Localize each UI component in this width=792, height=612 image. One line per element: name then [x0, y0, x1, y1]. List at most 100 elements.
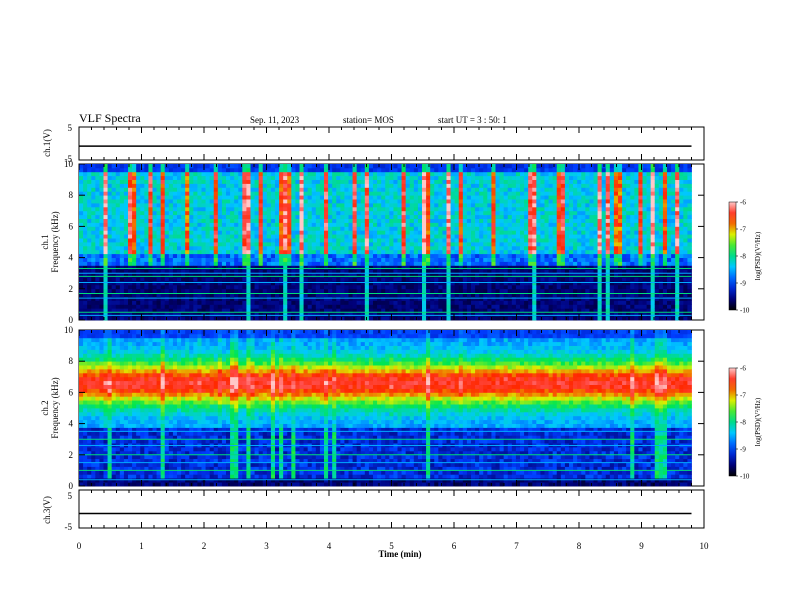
spectrogram-cell: [381, 249, 386, 255]
spectrogram-cell: [462, 226, 468, 231]
spectrogram-cell: [405, 300, 411, 305]
spectrogram-cell: [471, 261, 476, 266]
spectrogram-cell: [503, 218, 509, 223]
spectrogram-cell: [303, 210, 309, 216]
spectrogram-cell: [373, 167, 378, 173]
spectrogram-cell: [548, 187, 554, 192]
spectrogram-cell: [213, 265, 219, 270]
spectrogram-cell: [446, 226, 451, 231]
spectrogram-cell: [140, 175, 145, 180]
spectrogram-cell: [507, 226, 513, 231]
spectrogram-cell: [528, 187, 533, 192]
spectrogram-cell: [324, 175, 329, 180]
spectrogram-cell: [303, 265, 309, 270]
spectrogram-cell: [458, 175, 464, 180]
spectrogram-cell: [373, 253, 378, 258]
spectrogram-cell: [181, 175, 186, 180]
spectrogram-cell: [397, 214, 402, 219]
spectrogram-cell: [303, 203, 309, 208]
spectrogram-cell: [230, 281, 235, 286]
spectrogram-cell: [311, 316, 317, 321]
spectrogram-cell: [475, 316, 480, 321]
spectrogram-cell: [491, 249, 496, 255]
spectrogram-cell: [136, 296, 141, 301]
spectrogram-cell: [270, 230, 276, 235]
spectrogram-cell: [87, 234, 92, 239]
spectrogram-cell: [148, 288, 153, 294]
spectrogram-cell: [238, 187, 243, 192]
spectrogram-cell: [205, 312, 211, 317]
spectrogram-cell: [205, 249, 211, 255]
spectrogram-cell: [217, 242, 223, 247]
spectrogram-cell: [340, 187, 345, 192]
spectrogram-cell: [389, 210, 394, 216]
spectrogram-cell: [446, 245, 451, 251]
spectrogram-cell: [560, 308, 566, 313]
spectrogram-cell: [221, 292, 227, 297]
spectrogram-cell: [156, 199, 162, 204]
spectrogram-cell: [83, 238, 88, 243]
spectrogram-cell: [119, 191, 125, 196]
spectrogram-cell: [172, 218, 178, 223]
spectrogram-cell: [144, 210, 149, 216]
spectrogram-cell: [319, 292, 325, 297]
spectrogram-cell: [548, 238, 554, 243]
spectrogram-cell: [213, 242, 219, 247]
spectrogram-cell: [548, 300, 554, 305]
spectrogram-cell: [564, 222, 570, 227]
spectrogram-cell: [164, 238, 170, 243]
spectrogram-cell: [360, 277, 366, 282]
spectrogram-cell: [221, 257, 227, 262]
spectrogram-cell: [275, 226, 280, 231]
spectrogram-cell: [258, 226, 264, 231]
spectrogram-cell: [87, 253, 92, 258]
spectrogram-cell: [552, 187, 558, 192]
spectrogram-cell: [319, 206, 325, 212]
spectrogram-cell: [332, 226, 337, 231]
spectrogram-cell: [532, 277, 537, 282]
spectrogram-cell: [168, 191, 174, 196]
spectrogram-cell: [103, 175, 108, 180]
spectrogram-cell: [156, 316, 162, 321]
spectrogram-cell: [115, 167, 121, 173]
spectrogram-cell: [156, 226, 162, 231]
spectrogram-cell: [520, 187, 525, 192]
spectrogram-cell: [430, 183, 435, 188]
spectrogram-cell: [409, 218, 415, 223]
spectrogram-cell: [238, 238, 243, 243]
spectrogram-cell: [303, 191, 309, 196]
spectrogram-cell: [205, 284, 211, 290]
spectrogram-cell: [462, 191, 468, 196]
spectrogram-cell: [471, 312, 476, 317]
spectrogram-cell: [381, 167, 386, 173]
spectrogram-cell: [348, 218, 353, 223]
spectrogram-cell: [520, 167, 525, 173]
spectrogram-cell: [266, 249, 272, 255]
spectrogram-cell: [442, 316, 447, 321]
spectrogram-cell: [91, 249, 96, 255]
spectrogram-cell: [83, 183, 88, 188]
spectrogram-cell: [299, 230, 304, 235]
spectrogram-cell: [560, 175, 566, 180]
spectrogram-cell: [119, 203, 125, 208]
spectrogram-cell: [299, 300, 304, 305]
spectrogram-cell: [103, 261, 108, 266]
spectrogram-cell: [111, 222, 117, 227]
spectrogram-cell: [115, 164, 121, 169]
spectrogram-cell: [524, 203, 529, 208]
spectrogram-cell: [140, 245, 145, 251]
spectrogram-cell: [299, 304, 304, 309]
spectrogram-cell: [401, 273, 407, 278]
spectrogram-cell: [238, 261, 243, 266]
spectrogram-cell: [226, 234, 231, 239]
spectrogram-cell: [328, 245, 333, 251]
spectrogram-cell: [185, 296, 190, 301]
spectrogram-cell: [450, 281, 456, 286]
spectrogram-cell: [91, 265, 96, 270]
spectrogram-cell: [79, 300, 84, 305]
spectrogram-cell: [356, 312, 362, 317]
spectrogram-cell: [475, 187, 480, 192]
spectrogram-cell: [540, 218, 545, 223]
spectrogram-cell: [185, 187, 190, 192]
spectrogram-cell: [556, 281, 562, 286]
